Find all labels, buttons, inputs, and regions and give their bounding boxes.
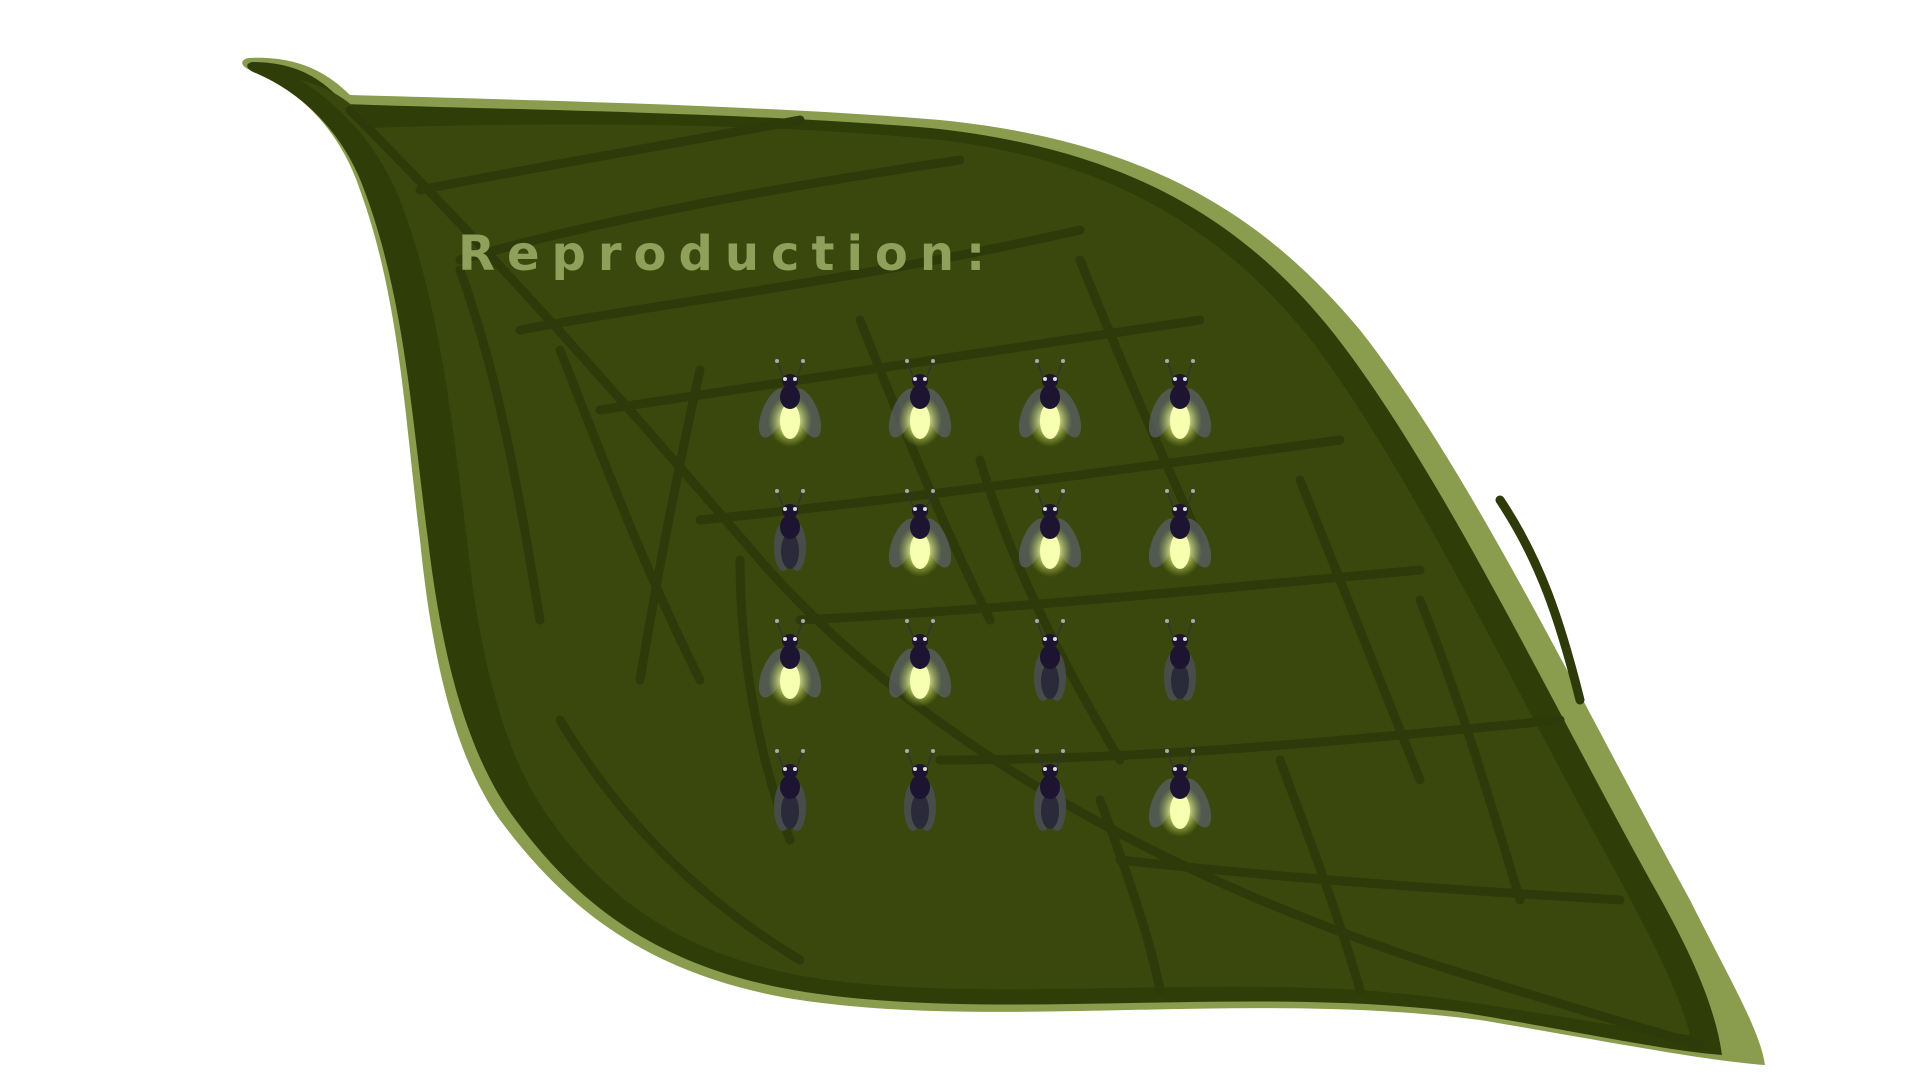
firefly-shape <box>1148 359 1212 447</box>
firefly-icon[interactable] <box>1135 745 1225 849</box>
firefly-icon[interactable] <box>745 615 835 719</box>
firefly-shape <box>758 359 822 447</box>
firefly-icon[interactable] <box>745 745 835 849</box>
firefly-shape <box>774 749 806 831</box>
firefly-icon[interactable] <box>1005 355 1095 459</box>
firefly-shape <box>1164 619 1196 701</box>
firefly-shape <box>904 749 936 831</box>
firefly-shape <box>1018 489 1082 577</box>
page-title: Reproduction: <box>458 226 998 282</box>
firefly-icon[interactable] <box>1135 615 1225 719</box>
firefly-icon[interactable] <box>875 485 965 589</box>
firefly-grid <box>745 355 1265 855</box>
firefly-icon[interactable] <box>745 355 835 459</box>
firefly-icon[interactable] <box>1135 485 1225 589</box>
firefly-shape <box>1018 359 1082 447</box>
firefly-icon[interactable] <box>875 745 965 849</box>
firefly-icon[interactable] <box>1005 615 1095 719</box>
firefly-shape <box>1148 489 1212 577</box>
firefly-icon[interactable] <box>1135 355 1225 459</box>
firefly-shape <box>1034 619 1066 701</box>
firefly-icon[interactable] <box>875 615 965 719</box>
leaf-inner <box>300 80 1690 1035</box>
firefly-shape <box>888 359 952 447</box>
firefly-icon[interactable] <box>745 485 835 589</box>
firefly-shape <box>758 619 822 707</box>
firefly-icon[interactable] <box>1005 485 1095 589</box>
firefly-shape <box>888 489 952 577</box>
firefly-icon[interactable] <box>1005 745 1095 849</box>
firefly-shape <box>1034 749 1066 831</box>
leaf-veins <box>345 105 1705 1050</box>
firefly-shape <box>774 489 806 571</box>
firefly-shape <box>888 619 952 707</box>
firefly-shape <box>1148 749 1212 837</box>
firefly-icon[interactable] <box>875 355 965 459</box>
